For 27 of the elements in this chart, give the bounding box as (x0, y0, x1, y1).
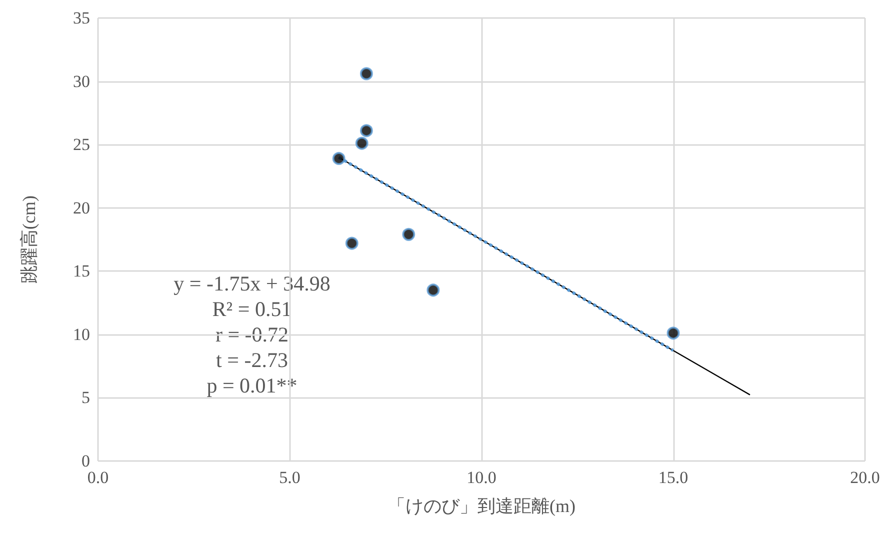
y-tick-label: 0 (82, 452, 90, 470)
x-tick-label: 0.0 (87, 468, 109, 487)
x-tick-label: 15.0 (658, 468, 688, 487)
y-tick-label: 10 (73, 324, 90, 344)
point (355, 136, 368, 150)
y-axis-title: 跳躍高(cm) (19, 196, 39, 284)
y-tick-label: 5 (82, 388, 90, 408)
point (402, 228, 416, 241)
y-tick-label: 25 (73, 135, 90, 154)
annotation: R² = 0.51 (212, 297, 292, 321)
point (332, 152, 346, 165)
y-tick-label: 30 (73, 72, 90, 91)
point (426, 284, 440, 297)
point (666, 326, 680, 340)
annotation: p = 0.01** (206, 374, 298, 398)
point (345, 236, 358, 250)
y-tick-label: 15 (73, 262, 90, 281)
x-tick-label: 10.0 (466, 468, 496, 487)
x-tick-label: 5.0 (279, 468, 300, 487)
x-tick-label: 20.0 (850, 468, 880, 487)
point (360, 124, 373, 138)
annotation: t = -2.73 (216, 348, 288, 372)
annotation: y = -1.75x + 34.98 (174, 272, 330, 296)
x-axis-title: 「けのび」到達距離(m) (388, 496, 576, 516)
point (360, 67, 373, 80)
y-tick-label: 20 (73, 198, 90, 218)
y-tick-label: 35 (73, 8, 90, 28)
